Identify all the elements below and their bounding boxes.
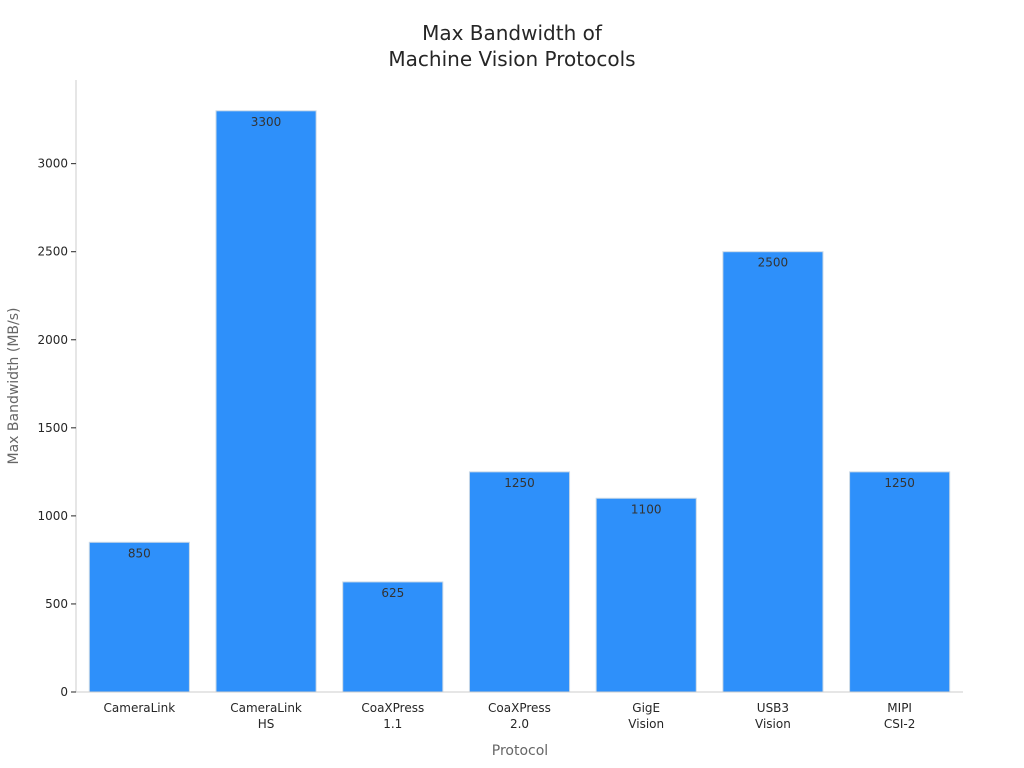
x-tick-label: GigE: [632, 701, 660, 715]
y-tick-label: 2000: [37, 333, 68, 347]
x-tick-label: CSI-2: [884, 717, 916, 731]
bar: [468, 471, 571, 693]
y-tick-label: 2500: [37, 245, 68, 259]
y-tick-label: 1500: [37, 421, 68, 435]
y-tick-label: 500: [45, 597, 68, 611]
x-tick-label: CoaXPress: [361, 701, 424, 715]
x-tick-label: 1.1: [383, 717, 402, 731]
x-tick-label: CoaXPress: [488, 701, 551, 715]
bars-group: 850 3300 625 1250 1100 2500 1250: [88, 110, 951, 693]
x-tick-label: CameraLink: [230, 701, 302, 715]
axes-group: CameraLink CameraLink HS CoaXPress 1.1 CoaXPr…: [37, 80, 963, 731]
bar: [849, 471, 951, 693]
bar: [88, 541, 190, 693]
bar-value-label: 1100: [631, 502, 662, 516]
bar-value-label: 1250: [504, 476, 535, 490]
x-axis-label: Protocol: [492, 743, 548, 759]
bar-value-label: 3300: [251, 115, 282, 129]
chart-title-line-2: Machine Vision Protocols: [388, 47, 635, 71]
bar-value-label: 625: [381, 586, 404, 600]
bar: [215, 110, 317, 693]
x-tick-label: MIPI: [887, 701, 912, 715]
bar-value-label: 2500: [758, 256, 789, 270]
bar: [342, 581, 444, 693]
x-tick-label: Vision: [755, 717, 791, 731]
y-tick-label: 3000: [37, 157, 68, 171]
bar: [722, 251, 824, 693]
x-tick-label: CameraLink: [104, 701, 176, 715]
bar: [595, 497, 697, 693]
y-tick-label: 0: [60, 685, 68, 699]
x-tick-label: Vision: [628, 717, 664, 731]
y-axis-label: Max Bandwidth (MB/s): [6, 308, 22, 465]
bar-value-label: 850: [128, 546, 151, 560]
y-tick-label: 1000: [37, 509, 68, 523]
chart-title-line-1: Max Bandwidth of: [422, 21, 603, 45]
x-tick-label: 2.0: [510, 717, 529, 731]
x-tick-label: USB3: [757, 701, 789, 715]
x-tick-label: HS: [258, 717, 275, 731]
bar-value-label: 1250: [884, 476, 915, 490]
